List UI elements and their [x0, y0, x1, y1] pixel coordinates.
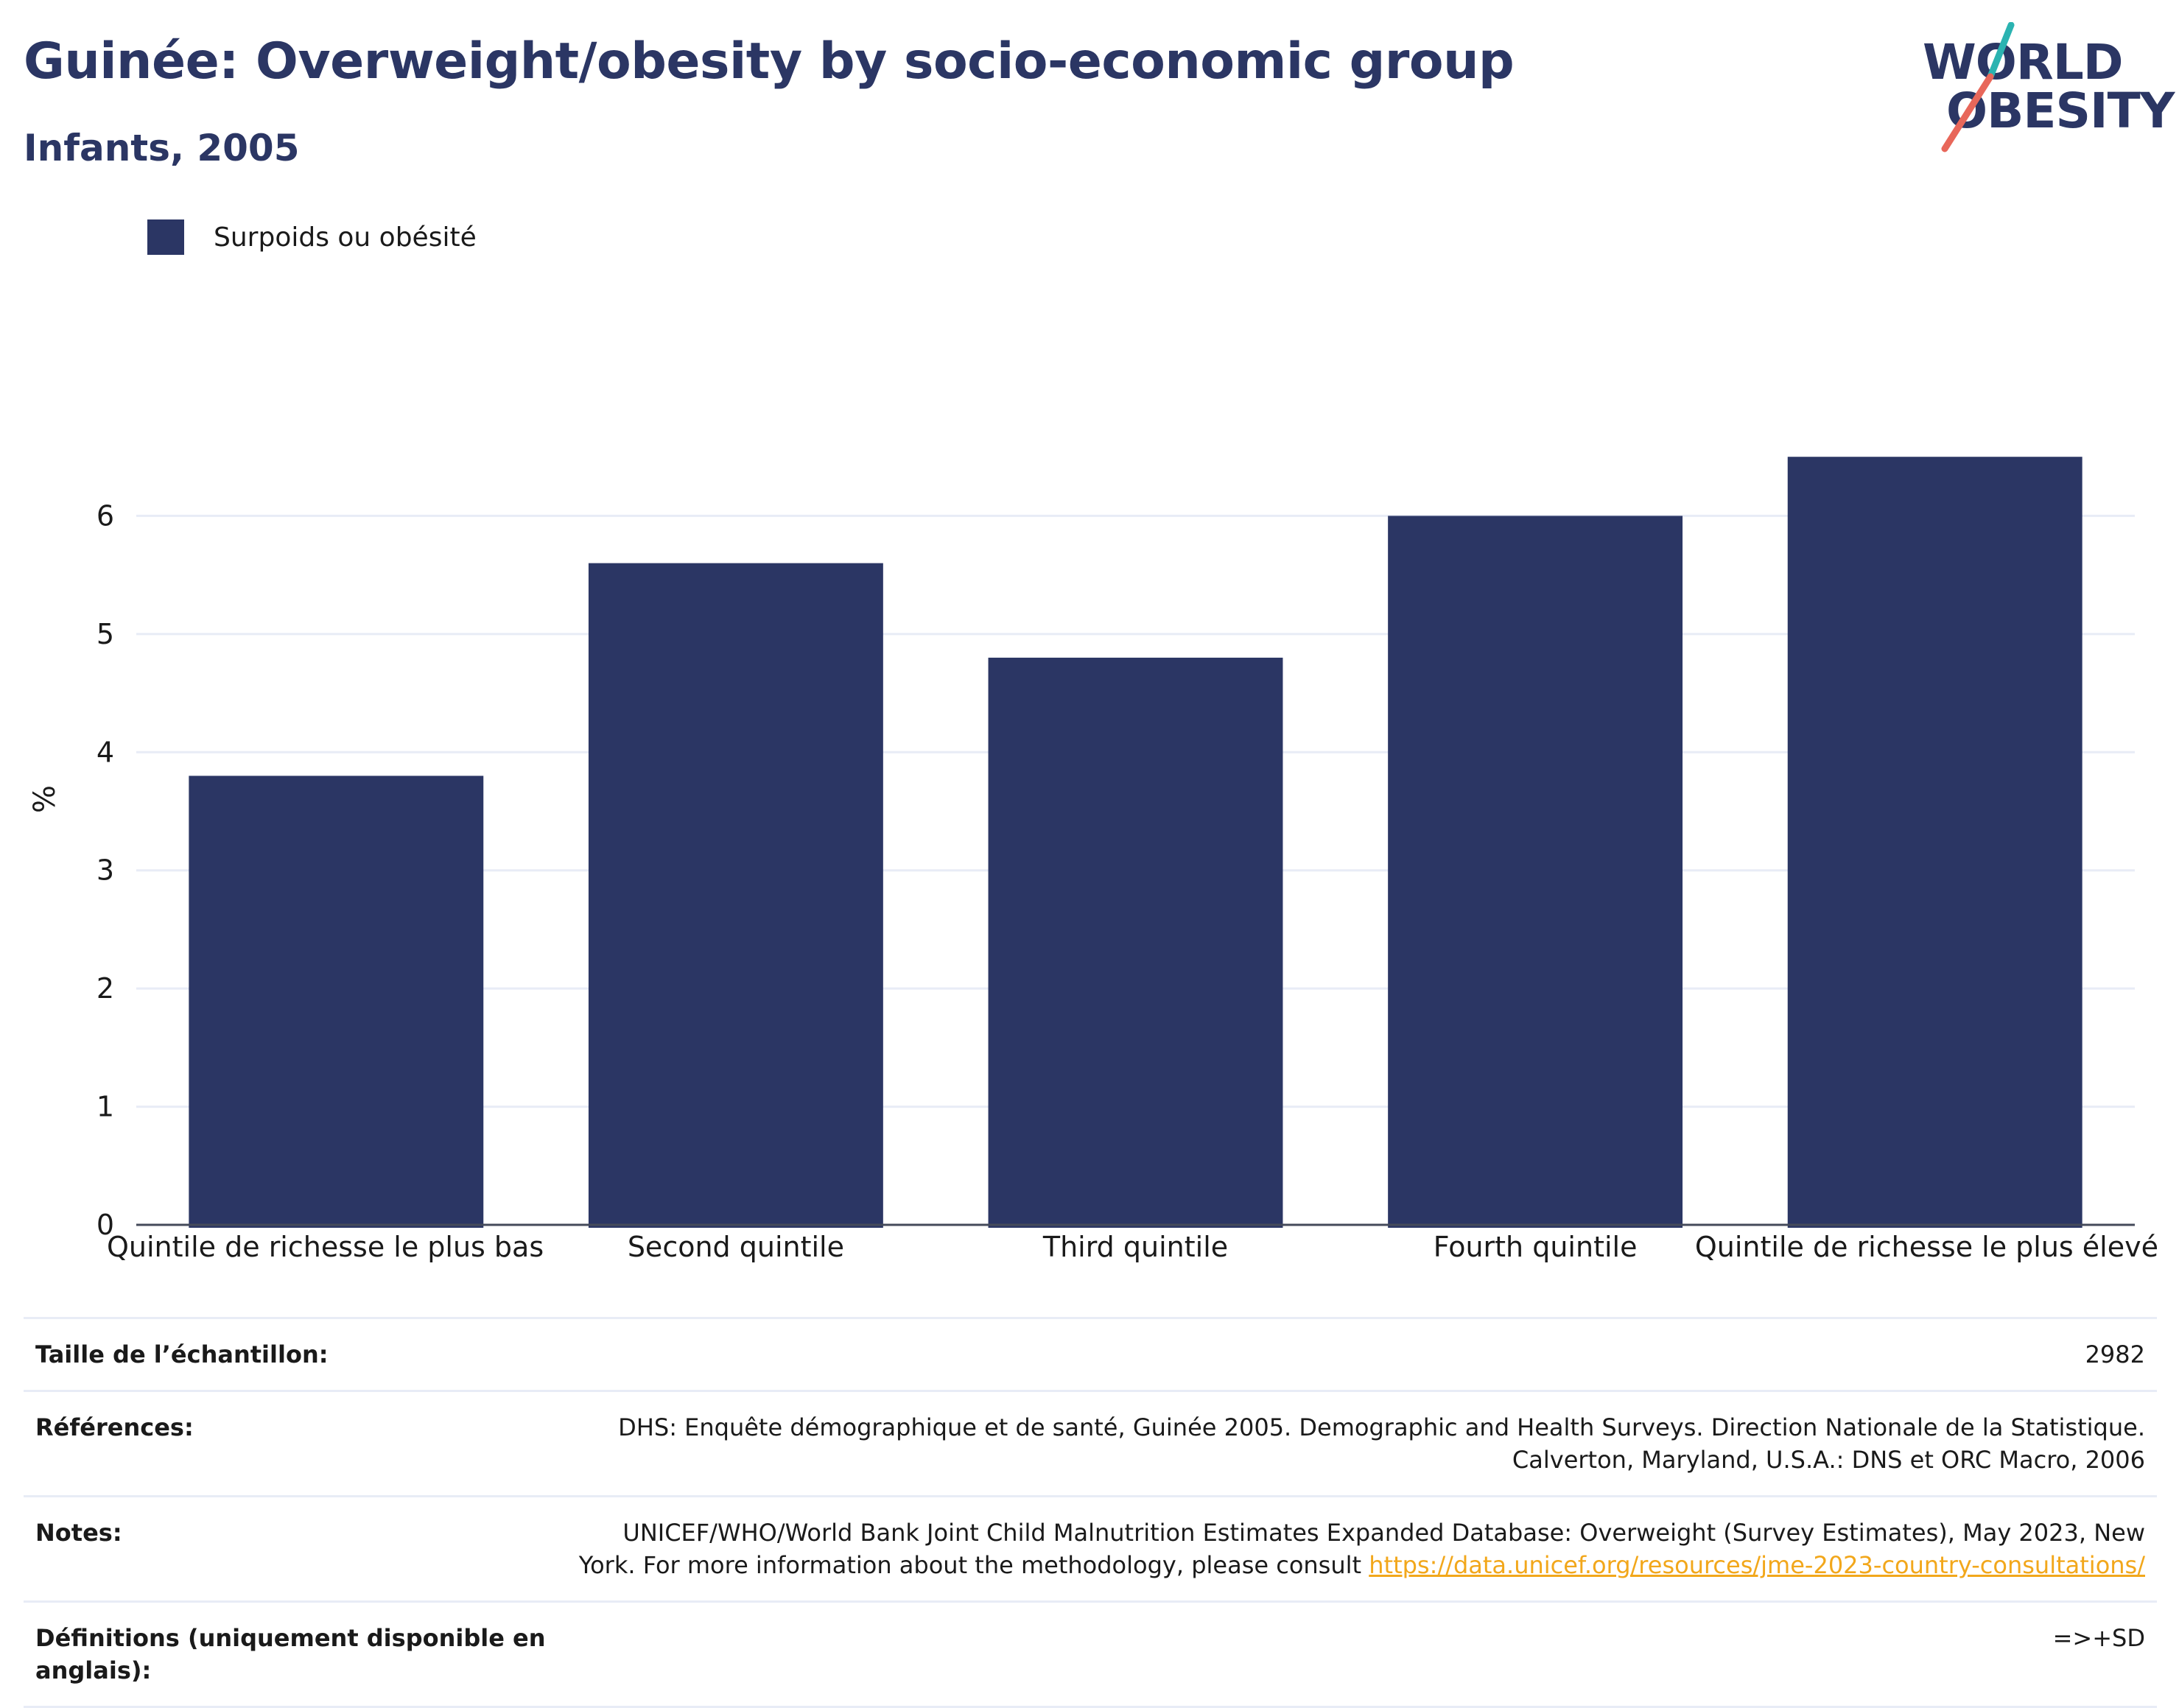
- x-category-label: Third quintile: [1042, 1231, 1228, 1263]
- x-category-label: Quintile de richesse le plus élevé: [1695, 1231, 2158, 1263]
- bar[interactable]: [588, 563, 883, 1228]
- definitions-label: Définitions (uniquement disponible en an…: [35, 1624, 546, 1684]
- y-tick-label: 3: [97, 854, 114, 887]
- legend-label: Surpoids ou obésité: [214, 222, 477, 253]
- y-tick-label: 6: [97, 499, 114, 532]
- bar[interactable]: [189, 776, 484, 1228]
- definitions-value: =>+SD: [2052, 1624, 2145, 1652]
- notes-value: UNICEF/WHO/World Bank Joint Child Malnut…: [551, 1517, 2145, 1581]
- info-row-definitions: Définitions (uniquement disponible en an…: [24, 1600, 2157, 1708]
- sample-size-value: 2982: [2085, 1340, 2145, 1368]
- methodology-link[interactable]: https://data.unicef.org/resources/jme-20…: [1369, 1551, 2145, 1579]
- bar[interactable]: [1388, 516, 1683, 1228]
- y-tick-label: 0: [97, 1209, 114, 1241]
- bar-chart: 0 1 2 3 4 5 6 Quintile de richesse le plus bas S…: [28, 457, 2158, 1263]
- references-line-2: Calverton, Maryland, U.S.A.: DNS et ORC …: [1512, 1446, 2145, 1474]
- notes-line-2: York. For more information about the met…: [551, 1549, 2145, 1581]
- references-label: Références:: [35, 1413, 194, 1441]
- legend-swatch: [147, 219, 184, 255]
- x-category-label: Second quintile: [628, 1231, 844, 1263]
- logo-text-obesity: OBESITY: [1946, 82, 2175, 139]
- bar[interactable]: [1787, 457, 2082, 1228]
- info-table: Taille de l’échantillon: 2982 Références…: [24, 1317, 2157, 1708]
- notes-line-2-text: York. For more information about the met…: [578, 1551, 1362, 1579]
- info-row-sample: Taille de l’échantillon: 2982: [24, 1317, 2157, 1390]
- x-category-label: Fourth quintile: [1434, 1231, 1638, 1263]
- chart-legend: Surpoids ou obésité: [147, 219, 477, 255]
- chart-subtitle: Infants, 2005: [24, 127, 300, 169]
- chart-title: Guinée: Overweight/obesity by socio-econ…: [24, 32, 1515, 91]
- world-obesity-logo: WORLD OBESITY: [1923, 22, 2175, 155]
- references-line-1: DHS: Enquête démographique et de santé, …: [618, 1413, 2145, 1441]
- y-axis-label: %: [28, 785, 62, 813]
- notes-label: Notes:: [35, 1519, 122, 1547]
- logo-slash-icon: [1941, 22, 2015, 152]
- y-tick-label: 1: [97, 1091, 114, 1123]
- info-row-notes: Notes: UNICEF/WHO/World Bank Joint Child…: [24, 1495, 2157, 1600]
- x-category-label: Quintile de richesse le plus bas: [107, 1231, 544, 1263]
- sample-size-label: Taille de l’échantillon:: [35, 1340, 329, 1368]
- notes-line-1: UNICEF/WHO/World Bank Joint Child Malnut…: [622, 1519, 2145, 1547]
- references-value: DHS: Enquête démographique et de santé, …: [551, 1411, 2145, 1476]
- y-tick-label: 4: [97, 736, 114, 768]
- y-tick-label: 2: [97, 972, 114, 1005]
- info-row-references: Références: DHS: Enquête démographique e…: [24, 1390, 2157, 1495]
- bar[interactable]: [988, 657, 1283, 1228]
- y-tick-label: 5: [97, 618, 114, 650]
- logo-text-world: WORLD: [1923, 34, 2124, 91]
